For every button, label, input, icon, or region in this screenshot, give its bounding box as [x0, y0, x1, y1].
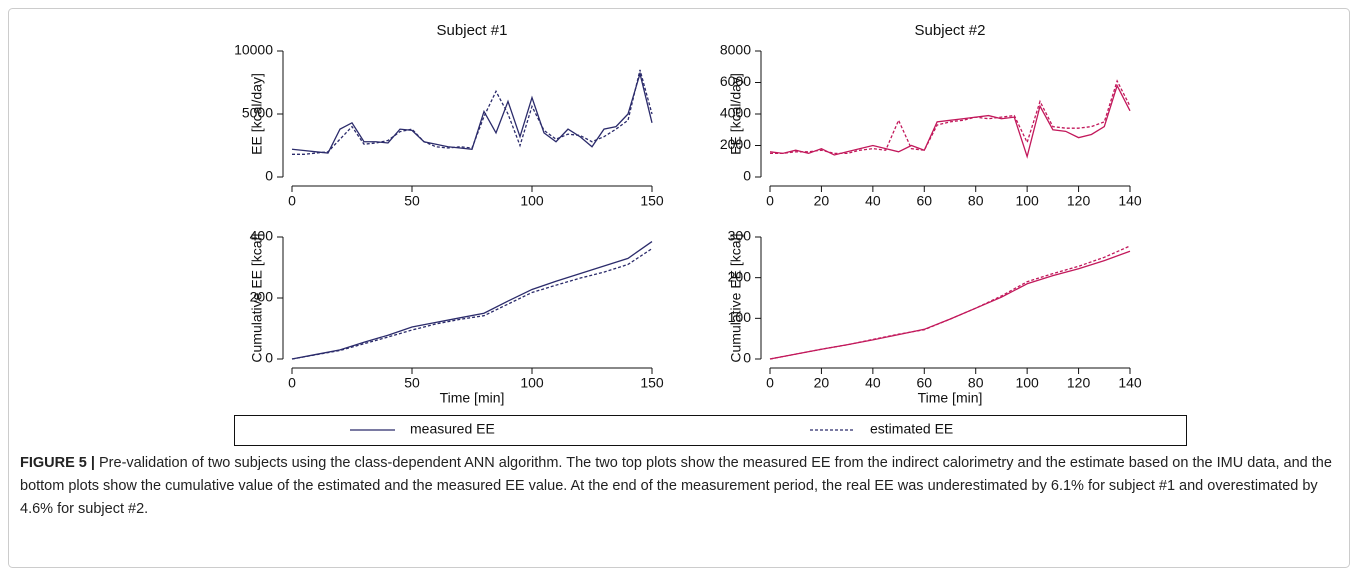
y-axis-label: Cumulative EE [kcal]: [728, 233, 744, 362]
y-tick-label: 300: [728, 228, 752, 244]
y-tick-label: 0: [265, 350, 273, 366]
series-line: [770, 79, 1131, 155]
y-axis-label: Cumulative EE [kcal]: [249, 233, 265, 362]
series-line: [291, 241, 653, 360]
series-line: [769, 245, 1131, 360]
x-tick-label: 150: [640, 193, 664, 209]
caption-label: FIGURE 5 |: [20, 455, 95, 471]
y-tick-label: 0: [743, 168, 751, 184]
x-tick-label: 60: [916, 193, 932, 209]
x-tick-label: 0: [766, 193, 774, 209]
y-tick-label: 200: [728, 268, 752, 284]
x-tick-label: 50: [404, 193, 420, 209]
x-tick-label: 40: [865, 375, 881, 391]
legend-label: measured EE: [410, 421, 495, 437]
legend-box: [234, 415, 1187, 446]
y-tick-label: 8000: [720, 42, 751, 58]
x-tick-label: 0: [288, 193, 296, 209]
x-tick-label: 100: [1015, 193, 1039, 209]
y-tick-label: 2000: [720, 136, 751, 152]
y-tick-label: 0: [265, 168, 273, 184]
series-line: [291, 71, 653, 154]
x-tick-label: 100: [520, 193, 544, 209]
x-tick-label: 150: [640, 375, 664, 391]
caption: FIGURE 5 | Pre-validation of two subject…: [20, 452, 1342, 521]
y-tick-label: 200: [250, 289, 274, 305]
x-tick-label: 0: [766, 375, 774, 391]
x-tick-label: 120: [1067, 375, 1091, 391]
y-tick-label: 5000: [242, 105, 273, 121]
figure-frame: [8, 8, 1350, 568]
x-tick-label: 60: [916, 375, 932, 391]
series-line: [291, 248, 653, 360]
x-tick-label: 120: [1067, 193, 1091, 209]
y-tick-label: 6000: [720, 73, 751, 89]
x-tick-label: 80: [968, 375, 984, 391]
x-tick-label: 100: [1015, 375, 1039, 391]
caption-text: Pre-validation of two subjects using the…: [20, 455, 1332, 517]
panel-title: Subject #2: [915, 22, 986, 39]
x-tick-label: 100: [520, 375, 544, 391]
x-tick-label: 0: [288, 375, 296, 391]
x-tick-label: 40: [865, 193, 881, 209]
y-tick-label: 400: [250, 228, 274, 244]
x-tick-label: 140: [1118, 193, 1142, 209]
y-tick-label: 10000: [234, 42, 273, 58]
y-tick-label: 0: [743, 350, 751, 366]
y-tick-label: 100: [728, 309, 752, 325]
x-axis-label: Time [min]: [918, 390, 983, 406]
panel-title: Subject #1: [437, 22, 508, 39]
x-tick-label: 50: [404, 375, 420, 391]
x-axis-label: Time [min]: [440, 390, 505, 406]
legend-label: estimated EE: [870, 421, 953, 437]
series-line: [292, 69, 653, 155]
series-line: [769, 83, 1131, 159]
x-tick-label: 20: [814, 193, 830, 209]
x-tick-label: 80: [968, 193, 984, 209]
x-tick-label: 140: [1118, 375, 1142, 391]
y-tick-label: 4000: [720, 105, 751, 121]
x-tick-label: 20: [814, 375, 830, 391]
y-axis-label: EE [kcal/day]: [249, 73, 265, 155]
y-axis-label: EE [kcal/day]: [728, 73, 744, 155]
